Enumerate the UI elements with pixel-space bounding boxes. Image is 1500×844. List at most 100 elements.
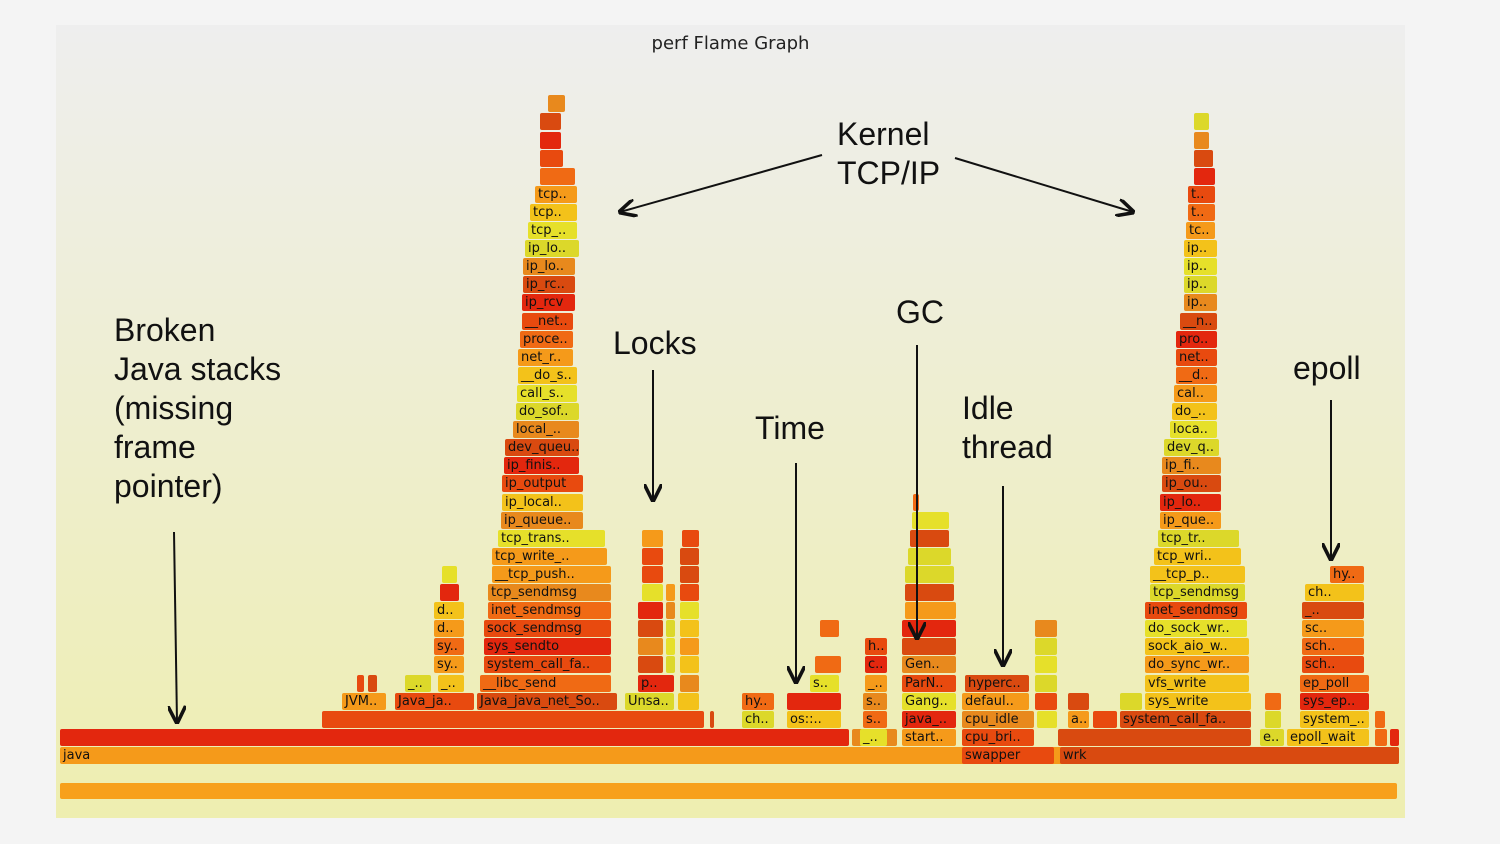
frame-unnamed[interactable] — [908, 547, 951, 565]
frame-unnamed[interactable] — [540, 149, 563, 167]
frame-d[interactable]: __d.. — [1176, 366, 1217, 384]
frame-ip-finis[interactable]: ip_finis.. — [504, 457, 579, 475]
frame-sock-sendmsg[interactable]: sock_sendmsg — [484, 620, 611, 638]
frame-unnamed[interactable] — [680, 656, 699, 674]
frame-jvm[interactable]: JVM.. — [342, 692, 386, 710]
frame-unnamed[interactable] — [638, 656, 663, 674]
frame-gang[interactable]: Gang.. — [902, 692, 956, 710]
frame-call-s[interactable]: call_s.. — [517, 384, 577, 402]
frame-unnamed[interactable]: _.. — [405, 674, 431, 692]
frame-unnamed[interactable]: _.. — [438, 674, 464, 692]
frame-unnamed[interactable] — [682, 529, 699, 547]
frame-unnamed[interactable]: _.. — [1302, 602, 1364, 620]
frame-unnamed[interactable] — [1035, 620, 1057, 638]
frame-os[interactable]: os::.. — [787, 710, 841, 728]
frame-wrk[interactable]: wrk — [1060, 746, 1399, 764]
frame-t[interactable]: t.. — [1188, 185, 1215, 203]
frame-dev-queu[interactable]: dev_queu.. — [505, 439, 579, 457]
frame-unnamed[interactable] — [540, 131, 561, 149]
frame-unnamed[interactable] — [1035, 674, 1057, 692]
frame-unnamed[interactable] — [680, 620, 699, 638]
frame-tcp-sendmsg[interactable]: tcp_sendmsg — [488, 584, 611, 602]
frame-hy[interactable]: hy.. — [1330, 565, 1364, 583]
frame-libc-send[interactable]: __libc_send — [480, 674, 611, 692]
frame-unnamed[interactable] — [1058, 728, 1251, 746]
frame-unnamed[interactable] — [666, 656, 675, 674]
frame-tcp-tr[interactable]: tcp_tr.. — [1158, 529, 1239, 547]
frame-ip-local[interactable]: ip_local.. — [502, 493, 583, 511]
frame-unnamed[interactable] — [638, 602, 663, 620]
frame-s[interactable]: s.. — [863, 710, 887, 728]
frame-system-call-fa[interactable]: system_call_fa.. — [1120, 710, 1251, 728]
frame-ip[interactable]: ip.. — [1184, 276, 1217, 294]
frame-unnamed[interactable] — [910, 529, 949, 547]
frame-unnamed[interactable] — [442, 565, 457, 583]
frame-dev-q[interactable]: dev_q.. — [1164, 439, 1219, 457]
frame-d[interactable]: d.. — [434, 620, 464, 638]
frame-ip-lo[interactable]: ip_lo.. — [1160, 493, 1221, 511]
frame-ip-rcv[interactable]: ip_rcv — [522, 294, 575, 312]
frame-unnamed[interactable] — [666, 602, 675, 620]
frame-system-call-fa[interactable]: system_call_fa.. — [484, 656, 611, 674]
frame-a[interactable]: a.. — [1068, 710, 1089, 728]
frame-unnamed[interactable] — [1035, 692, 1057, 710]
frame-unnamed[interactable] — [638, 620, 663, 638]
frame-gen[interactable]: Gen.. — [902, 656, 956, 674]
frame-proce[interactable]: proce.. — [520, 330, 573, 348]
frame-local[interactable]: local_.. — [513, 421, 579, 439]
frame-unnamed[interactable] — [642, 529, 663, 547]
frame-do-s[interactable]: __do_s.. — [518, 366, 577, 384]
frame-unnamed[interactable] — [710, 710, 714, 728]
frame-tcp-write[interactable]: tcp_write_.. — [492, 547, 607, 565]
frame-unnamed[interactable] — [642, 584, 663, 602]
frame-do-sof[interactable]: do_sof.. — [516, 403, 579, 421]
frame-sys-sendto[interactable]: sys_sendto — [484, 638, 611, 656]
frame-unnamed[interactable] — [1194, 149, 1213, 167]
frame-d[interactable]: d.. — [434, 602, 464, 620]
frame-h[interactable]: h.. — [865, 638, 887, 656]
frame-ip-fi[interactable]: ip_fi.. — [1162, 457, 1221, 475]
frame-unnamed[interactable] — [1390, 728, 1399, 746]
frame-sy[interactable]: sy.. — [434, 656, 464, 674]
frame-hy[interactable]: hy.. — [742, 692, 774, 710]
frame-unnamed[interactable] — [1037, 710, 1057, 728]
frame-root[interactable] — [60, 783, 1397, 800]
frame-e[interactable]: e.. — [1260, 728, 1284, 746]
frame-do-sync-wr[interactable]: do_sync_wr.. — [1145, 656, 1249, 674]
frame-unnamed[interactable]: _.. — [860, 728, 887, 746]
frame-unnamed[interactable] — [820, 620, 839, 638]
frame-unnamed[interactable] — [666, 584, 675, 602]
frame-unnamed[interactable] — [680, 602, 699, 620]
frame-unnamed[interactable] — [548, 95, 565, 113]
frame-loca[interactable]: loca.. — [1170, 421, 1217, 439]
frame-unnamed[interactable] — [1265, 710, 1281, 728]
frame-ip[interactable]: ip.. — [1184, 258, 1217, 276]
frame-hyperc[interactable]: hyperc.. — [965, 674, 1029, 692]
frame-ip[interactable]: ip.. — [1184, 294, 1217, 312]
frame-do-sock-wr[interactable]: do_sock_wr.. — [1145, 620, 1247, 638]
frame-system[interactable]: system_.. — [1300, 710, 1369, 728]
frame-unnamed[interactable] — [1194, 167, 1215, 185]
frame-s[interactable]: s.. — [863, 692, 887, 710]
frame-ip[interactable]: ip.. — [1184, 240, 1217, 258]
frame-cpu-bri[interactable]: cpu_bri.. — [962, 728, 1034, 746]
frame-net[interactable]: __net.. — [522, 312, 573, 330]
frame-ip-ou[interactable]: ip_ou.. — [1162, 475, 1221, 493]
frame-swapper[interactable]: swapper — [962, 746, 1054, 764]
frame-unnamed[interactable] — [60, 728, 849, 746]
frame-unnamed[interactable] — [680, 674, 699, 692]
frame-unnamed[interactable] — [1194, 131, 1209, 149]
frame-unnamed[interactable] — [680, 638, 699, 656]
frame-unnamed[interactable] — [368, 674, 377, 692]
frame-tcp-wri[interactable]: tcp_wri.. — [1154, 547, 1241, 565]
frame-unnamed[interactable] — [1375, 728, 1387, 746]
frame-ip-output[interactable]: ip_output — [502, 475, 583, 493]
frame-unnamed[interactable] — [357, 674, 364, 692]
frame-unnamed[interactable] — [680, 565, 699, 583]
frame-tcp[interactable]: tcp.. — [530, 203, 577, 221]
frame-do[interactable]: do_.. — [1172, 403, 1217, 421]
frame-cal[interactable]: cal.. — [1174, 384, 1217, 402]
frame-unnamed[interactable] — [912, 511, 949, 529]
frame-ch[interactable]: ch.. — [1305, 584, 1364, 602]
frame-ep-poll[interactable]: ep_poll — [1300, 674, 1369, 692]
